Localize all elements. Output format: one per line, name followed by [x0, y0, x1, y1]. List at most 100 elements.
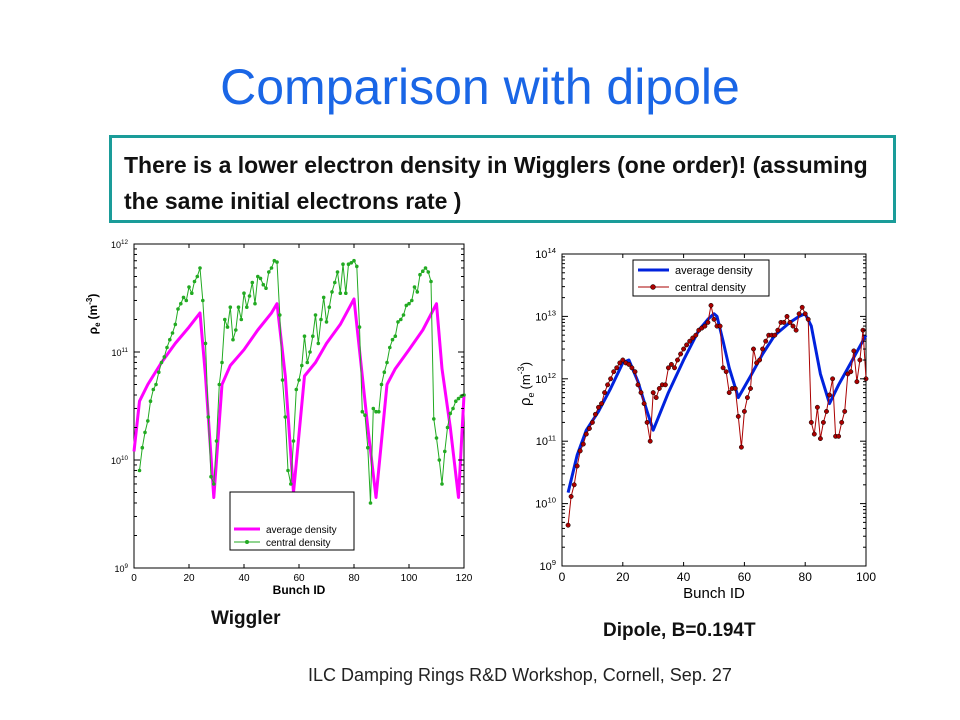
slide-title: Comparison with dipole: [220, 59, 740, 115]
wiggler-central-point: [300, 363, 304, 368]
dipole-average-line: [566, 312, 868, 493]
wiggler-central-point: [426, 270, 431, 274]
dipole-legend: average density central density: [632, 259, 770, 297]
dipole-x-label: Bunch ID: [683, 585, 745, 602]
caption-dipole: Dipole, B=0.194T: [603, 620, 756, 641]
dipole-central-point: [723, 369, 729, 375]
wiggler-central-point: [291, 439, 296, 443]
wiggler-central-point: [283, 415, 288, 419]
wiggler-central-point: [184, 298, 189, 303]
wiggler-central-point: [388, 345, 392, 350]
dipole-central-point: [811, 431, 817, 437]
wiggler-central-point: [448, 411, 453, 416]
dipole-y-tick-label: 1010: [535, 496, 556, 511]
wiggler-central-point: [250, 280, 255, 285]
wiggler-central-point: [346, 262, 351, 266]
wiggler-central-point: [443, 449, 447, 454]
wiggler-central-point: [415, 290, 420, 294]
dipole-central-point: [665, 365, 671, 371]
wiggler-central-point: [245, 305, 249, 309]
dipole-central-point: [827, 392, 832, 398]
wiggler-central-point: [228, 305, 233, 309]
dipole-central-point: [857, 357, 863, 363]
wiggler-central-point: [396, 320, 400, 324]
wiggler-central-point: [231, 337, 235, 342]
wiggler-x-label: Bunch ID: [273, 583, 326, 597]
wiggler-central-point: [311, 334, 315, 338]
wiggler-central-point: [352, 258, 356, 263]
dipole-central-point: [675, 357, 680, 363]
wiggler-central-point: [366, 445, 370, 450]
wiggler-central-point: [418, 272, 422, 277]
caption-wiggler: Wiggler: [211, 608, 281, 629]
wiggler-x-ticks: 0 20 40 60 80 100 120: [131, 244, 473, 584]
wiggler-central-point: [316, 341, 321, 346]
wiggler-central-point: [159, 360, 164, 365]
wiggler-central-point: [214, 439, 219, 443]
wiggler-central-point: [451, 406, 455, 411]
dipole-central-point: [820, 419, 826, 425]
wiggler-central-point: [223, 317, 227, 322]
dipole-central-point: [805, 316, 811, 322]
dipole-central-point: [784, 313, 790, 319]
dipole-central-point: [790, 323, 796, 329]
wiggler-central-point: [151, 387, 156, 392]
wiggler-series-average: [132, 297, 466, 499]
wiggler-central-point: [148, 399, 153, 403]
dipole-central-point: [614, 365, 620, 371]
wiggler-central-point: [363, 413, 367, 417]
wiggler-y-tick-label: 109: [114, 563, 128, 574]
dipole-central-point: [848, 369, 854, 375]
wiggler-central-point: [399, 317, 403, 322]
dipole-central-point: [787, 319, 793, 325]
dipole-central-point: [690, 335, 696, 341]
dipole-central-point: [842, 408, 848, 414]
wiggler-y-ticks: 109 1010 1011 1012: [111, 239, 464, 574]
dipole-central-point: [681, 346, 687, 352]
dipole-y-tick-label: 1014: [535, 246, 557, 261]
wiggler-legend-average-label: average density: [266, 525, 337, 536]
wiggler-central-point: [275, 260, 279, 264]
wiggler-central-point: [360, 409, 365, 414]
wiggler-central-point: [143, 430, 147, 435]
dipole-central-point: [605, 382, 611, 388]
dipole-central-point: [653, 395, 659, 401]
dipole-central-point: [638, 390, 644, 396]
wiggler-central-point: [247, 294, 252, 298]
dipole-central-point: [741, 408, 747, 414]
wiggler-central-point: [234, 328, 238, 332]
dipole-central-point: [571, 482, 577, 488]
wiggler-central-point: [220, 360, 224, 365]
dipole-central-point: [799, 304, 805, 310]
wiggler-central-point: [335, 270, 340, 274]
dipole-central-point: [574, 463, 580, 469]
wiggler-central-point: [421, 269, 425, 273]
dipole-x-tick-label: 40: [677, 570, 691, 584]
wiggler-series-central: [137, 258, 466, 505]
wiggler-central-point: [305, 360, 310, 365]
wiggler-central-point: [264, 286, 268, 290]
dipole-central-point: [687, 338, 693, 344]
wiggler-central-point: [379, 382, 384, 387]
wiggler-central-point: [445, 425, 450, 430]
footer: ILC Damping Rings R&D Workshop, Cornell,…: [308, 665, 732, 685]
dipole-central-point: [672, 365, 677, 371]
dipole-series-average: [566, 312, 868, 493]
dipole-central-point: [641, 401, 647, 407]
wiggler-central-point: [321, 295, 326, 300]
wiggler-legend-central-marker: [245, 540, 249, 544]
wiggler-central-point: [267, 270, 271, 274]
wiggler-central-point: [146, 419, 150, 423]
dipole-legend-box: [632, 259, 770, 297]
wiggler-central-point: [212, 482, 216, 486]
dipole-central-point: [608, 376, 614, 382]
wiggler-central-point: [377, 409, 381, 414]
dipole-central-point: [702, 323, 708, 329]
dipole-central-point: [760, 346, 766, 352]
wiggler-central-point: [401, 313, 406, 317]
wiggler-central-point: [256, 274, 260, 279]
dipole-central-point: [647, 438, 653, 444]
dipole-central-point: [583, 431, 589, 437]
dipole-legend-average-label: average density: [675, 265, 753, 277]
wiggler-central-point: [429, 279, 433, 284]
